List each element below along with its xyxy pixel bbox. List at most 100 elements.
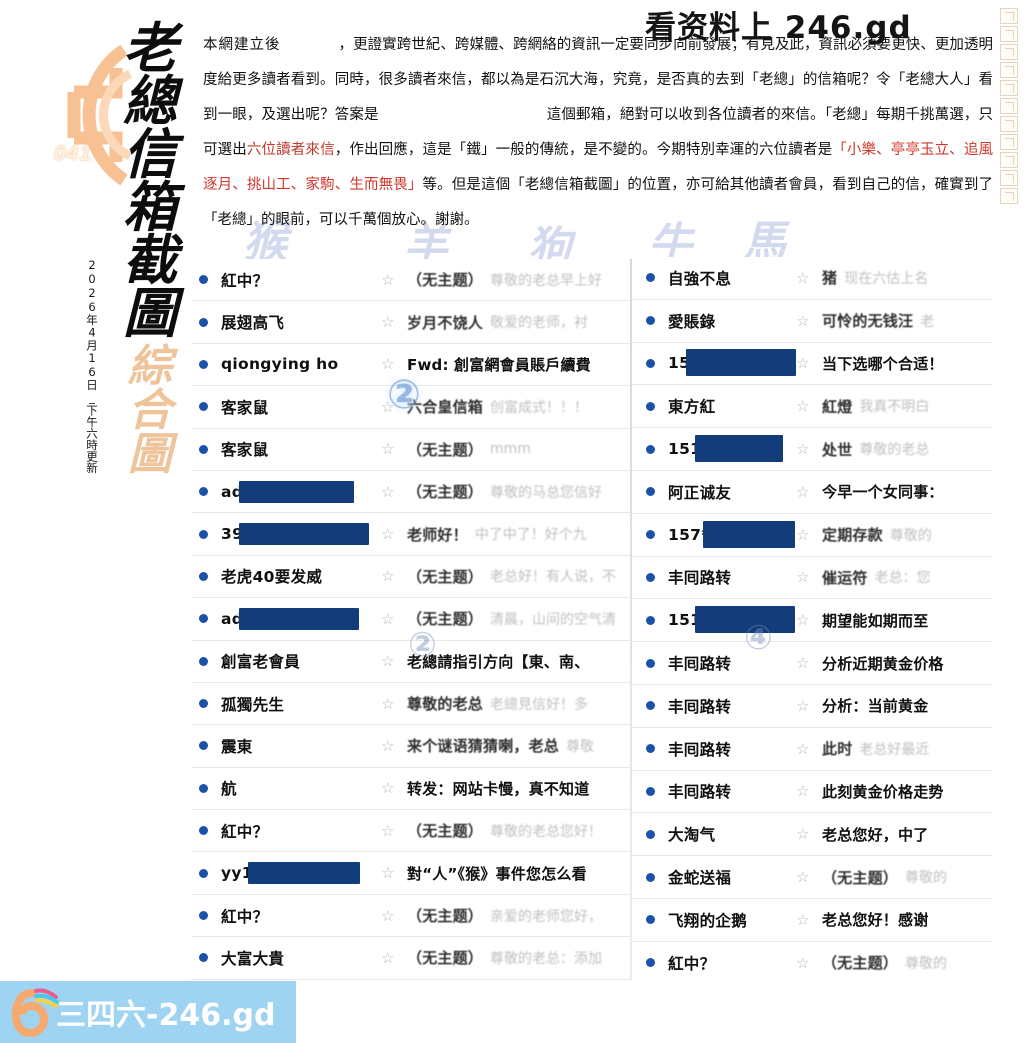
star-icon[interactable]: ☆ xyxy=(381,398,395,416)
star-icon[interactable]: ☆ xyxy=(381,949,395,967)
star-icon[interactable]: ☆ xyxy=(796,398,810,416)
star-icon[interactable]: ☆ xyxy=(381,568,395,586)
mail-subject: 猪 xyxy=(822,269,838,288)
star-icon[interactable]: ☆ xyxy=(381,737,395,755)
mail-sender: 151 xyxy=(668,606,796,634)
mail-row[interactable]: 客家鼠 ☆ （无主题） mmm xyxy=(191,429,633,471)
top-watermark: 看资料上 246.gd xyxy=(645,10,912,46)
star-icon[interactable]: ☆ xyxy=(381,441,395,459)
redaction-bar xyxy=(247,862,360,885)
mail-row[interactable]: 丰囘路转 ☆ 催运符 老总：您 xyxy=(632,557,992,600)
mail-row[interactable]: ad ☆ （无主题） 尊敬的马总您信好 xyxy=(191,471,633,514)
unread-dot-icon xyxy=(646,872,655,882)
mail-sender: 丰囘路转 xyxy=(668,569,732,588)
unread-dot-icon xyxy=(646,444,655,454)
star-icon[interactable]: ☆ xyxy=(796,526,810,544)
star-icon[interactable]: ☆ xyxy=(796,740,810,758)
title-char: 圖 xyxy=(123,280,177,345)
mail-list-panel-right[interactable]: 自強不息 ☆ 猪现在六估上名 愛賬錄 ☆ 可怜的无钱汪老 15 ☆ 当下选哪个合适！ 東方紅 ☆ 紅燈… xyxy=(632,257,992,984)
mail-row[interactable]: 紅中？ ☆ （无主题） 尊敬的 xyxy=(632,942,992,984)
star-icon[interactable]: ☆ xyxy=(796,483,810,501)
mail-row[interactable]: 老虎40要发威 ☆ （无主题） 老总好！有人说，不 xyxy=(191,556,633,599)
mail-row[interactable]: 客家鼠 ☆ 六合皇信箱 创富成式！！！ xyxy=(191,386,633,429)
mail-row[interactable]: 39 ☆ 老师好！ 中了中了！好个九 xyxy=(191,513,633,556)
mail-row[interactable]: 展翅高飞 ☆ 岁月不饶人 敬爱的老师，衬 xyxy=(191,301,633,344)
star-icon[interactable]: ☆ xyxy=(796,612,810,630)
mail-row[interactable]: 15 ☆ 当下选哪个合适！ xyxy=(632,343,992,386)
mail-row[interactable]: 151 ☆ 期望能如期而至 xyxy=(632,599,992,643)
mail-row[interactable]: 孤獨先生 ☆ 尊敬的老总 老總見信好！多 xyxy=(191,683,633,726)
unread-dot-icon xyxy=(199,529,208,539)
mail-row[interactable]: 東方紅 ☆ 紅燈 我真不明白 xyxy=(632,385,992,429)
star-icon[interactable]: ☆ xyxy=(796,655,810,673)
mail-row[interactable]: 紅中？ ☆ （无主题） 尊敬的老总您好！ xyxy=(191,810,633,853)
star-icon[interactable]: ☆ xyxy=(381,653,395,671)
mail-snippet: 我真不明白 xyxy=(859,399,930,416)
mail-subject: 催运符 xyxy=(822,568,868,587)
mail-row[interactable]: 大富大貴 ☆ （无主题） 尊敬的老总：添加 xyxy=(191,937,633,980)
star-icon[interactable]: ☆ xyxy=(796,869,810,887)
star-icon[interactable]: ☆ xyxy=(796,269,810,287)
star-icon[interactable]: ☆ xyxy=(796,355,810,373)
star-icon[interactable]: ☆ xyxy=(381,780,395,798)
mail-subject: 当下选哪个合适！ xyxy=(822,354,944,373)
star-icon[interactable]: ☆ xyxy=(381,271,395,289)
star-icon[interactable]: ☆ xyxy=(381,610,395,628)
star-icon[interactable]: ☆ xyxy=(381,314,395,332)
star-icon[interactable]: ☆ xyxy=(796,783,810,801)
mail-row[interactable]: 157* ☆ 定期存款 尊敬的 xyxy=(632,514,992,557)
mail-row[interactable]: yy1 ☆ 對“人”《猴》事件您怎么看 xyxy=(191,852,633,895)
mail-sender: 展翅高飞 xyxy=(221,314,285,333)
mail-subject: （无主题） xyxy=(407,907,484,926)
star-icon[interactable]: ☆ xyxy=(381,356,395,374)
mail-row[interactable]: 丰囘路转 ☆ 分析近期黄金价格 xyxy=(632,642,992,685)
mail-row[interactable]: 丰囘路转 ☆ 此刻黄金价格走势 xyxy=(632,771,992,814)
mail-row[interactable]: 震東 ☆ 来个谜语猜猜喇，老总 尊敬 xyxy=(191,725,633,768)
star-icon[interactable]: ☆ xyxy=(381,907,395,925)
mail-subject: （无主题） xyxy=(407,949,484,968)
mail-list-panel-left[interactable]: 紅中？ ☆ （无主题） 尊敬的老总早上好 展翅高飞 ☆ 岁月不饶人 敬爱的老师，衬 qiongy… xyxy=(191,259,633,980)
mail-subject: Fwd: 創富網會員賬戶續費 xyxy=(407,355,591,374)
star-icon[interactable]: ☆ xyxy=(796,954,810,972)
mail-row[interactable]: 阿正诚友 ☆ 今早一个女同事： xyxy=(632,471,992,514)
mail-row[interactable]: 自強不息 ☆ 猪现在六估上名 xyxy=(632,257,992,300)
mail-row[interactable]: 航 ☆ 转发：网站卡慢，真不知道 xyxy=(191,768,633,811)
intro-line-3b: 這個郵箱，絕對可以 xyxy=(546,107,679,123)
star-icon[interactable]: ☆ xyxy=(796,569,810,587)
mail-row[interactable]: 創富老會員 ☆ 老總請指引方向【東、南、 xyxy=(191,641,633,683)
mail-row[interactable]: 大淘气 ☆ 老总您好，中了 xyxy=(632,813,992,857)
mail-sender: 阿正诚友 xyxy=(668,483,732,502)
mail-sender: 自強不息 xyxy=(668,269,732,288)
mail-row[interactable]: 丰囘路转 ☆ 分析：当前黄金 xyxy=(632,685,992,728)
star-icon[interactable]: ☆ xyxy=(796,312,810,330)
intro-lead: 本網建立後 xyxy=(203,37,281,53)
title-char: 箱 xyxy=(123,174,177,239)
mail-row[interactable]: qiongying ho ☆ Fwd: 創富網會員賬戶續費 xyxy=(191,344,633,387)
star-icon[interactable]: ☆ xyxy=(796,441,810,459)
star-icon[interactable]: ☆ xyxy=(381,695,395,713)
star-icon[interactable]: ☆ xyxy=(381,526,395,544)
star-icon[interactable]: ☆ xyxy=(381,483,395,501)
mail-subject: 老總請指引方向【東、南、 xyxy=(407,652,590,671)
mail-snippet: 老 xyxy=(920,313,935,330)
mail-subject: 今早一个女同事： xyxy=(822,483,944,502)
mail-row[interactable]: ad ☆ （无主题） 清晨，山间的空气清 xyxy=(191,598,633,641)
mail-row[interactable]: 愛賬錄 ☆ 可怜的无钱汪老 xyxy=(632,300,992,343)
mail-row[interactable]: 丰囘路转 ☆ 此时 老总好最近 xyxy=(632,728,992,771)
mail-row[interactable]: 151 ☆ 处世 尊敬的老总 xyxy=(632,428,992,471)
star-icon[interactable]: ☆ xyxy=(381,865,395,883)
mail-row[interactable]: 紅中？ ☆ （无主题） 尊敬的老总早上好 xyxy=(191,259,633,302)
redaction-bar xyxy=(702,520,795,548)
meander-unit xyxy=(1000,116,1018,132)
mail-row[interactable]: 金蛇送福 ☆ （无主题） 尊敬的 xyxy=(632,856,992,899)
star-icon[interactable]: ☆ xyxy=(796,697,810,715)
mail-sender: 創富老會員 xyxy=(221,653,301,672)
mail-snippet: 尊敬的 xyxy=(889,527,932,544)
star-icon[interactable]: ☆ xyxy=(796,911,810,929)
star-icon[interactable]: ☆ xyxy=(381,822,395,840)
meander-unit xyxy=(1000,8,1018,24)
mail-row[interactable]: 紅中？ ☆ （无主题） 亲爱的老师您好， xyxy=(191,895,633,938)
mail-row[interactable]: 飞翔的企鹅 ☆ 老总您好！感谢 xyxy=(632,899,992,942)
mail-sender: 157* xyxy=(668,520,796,548)
star-icon[interactable]: ☆ xyxy=(796,826,810,844)
